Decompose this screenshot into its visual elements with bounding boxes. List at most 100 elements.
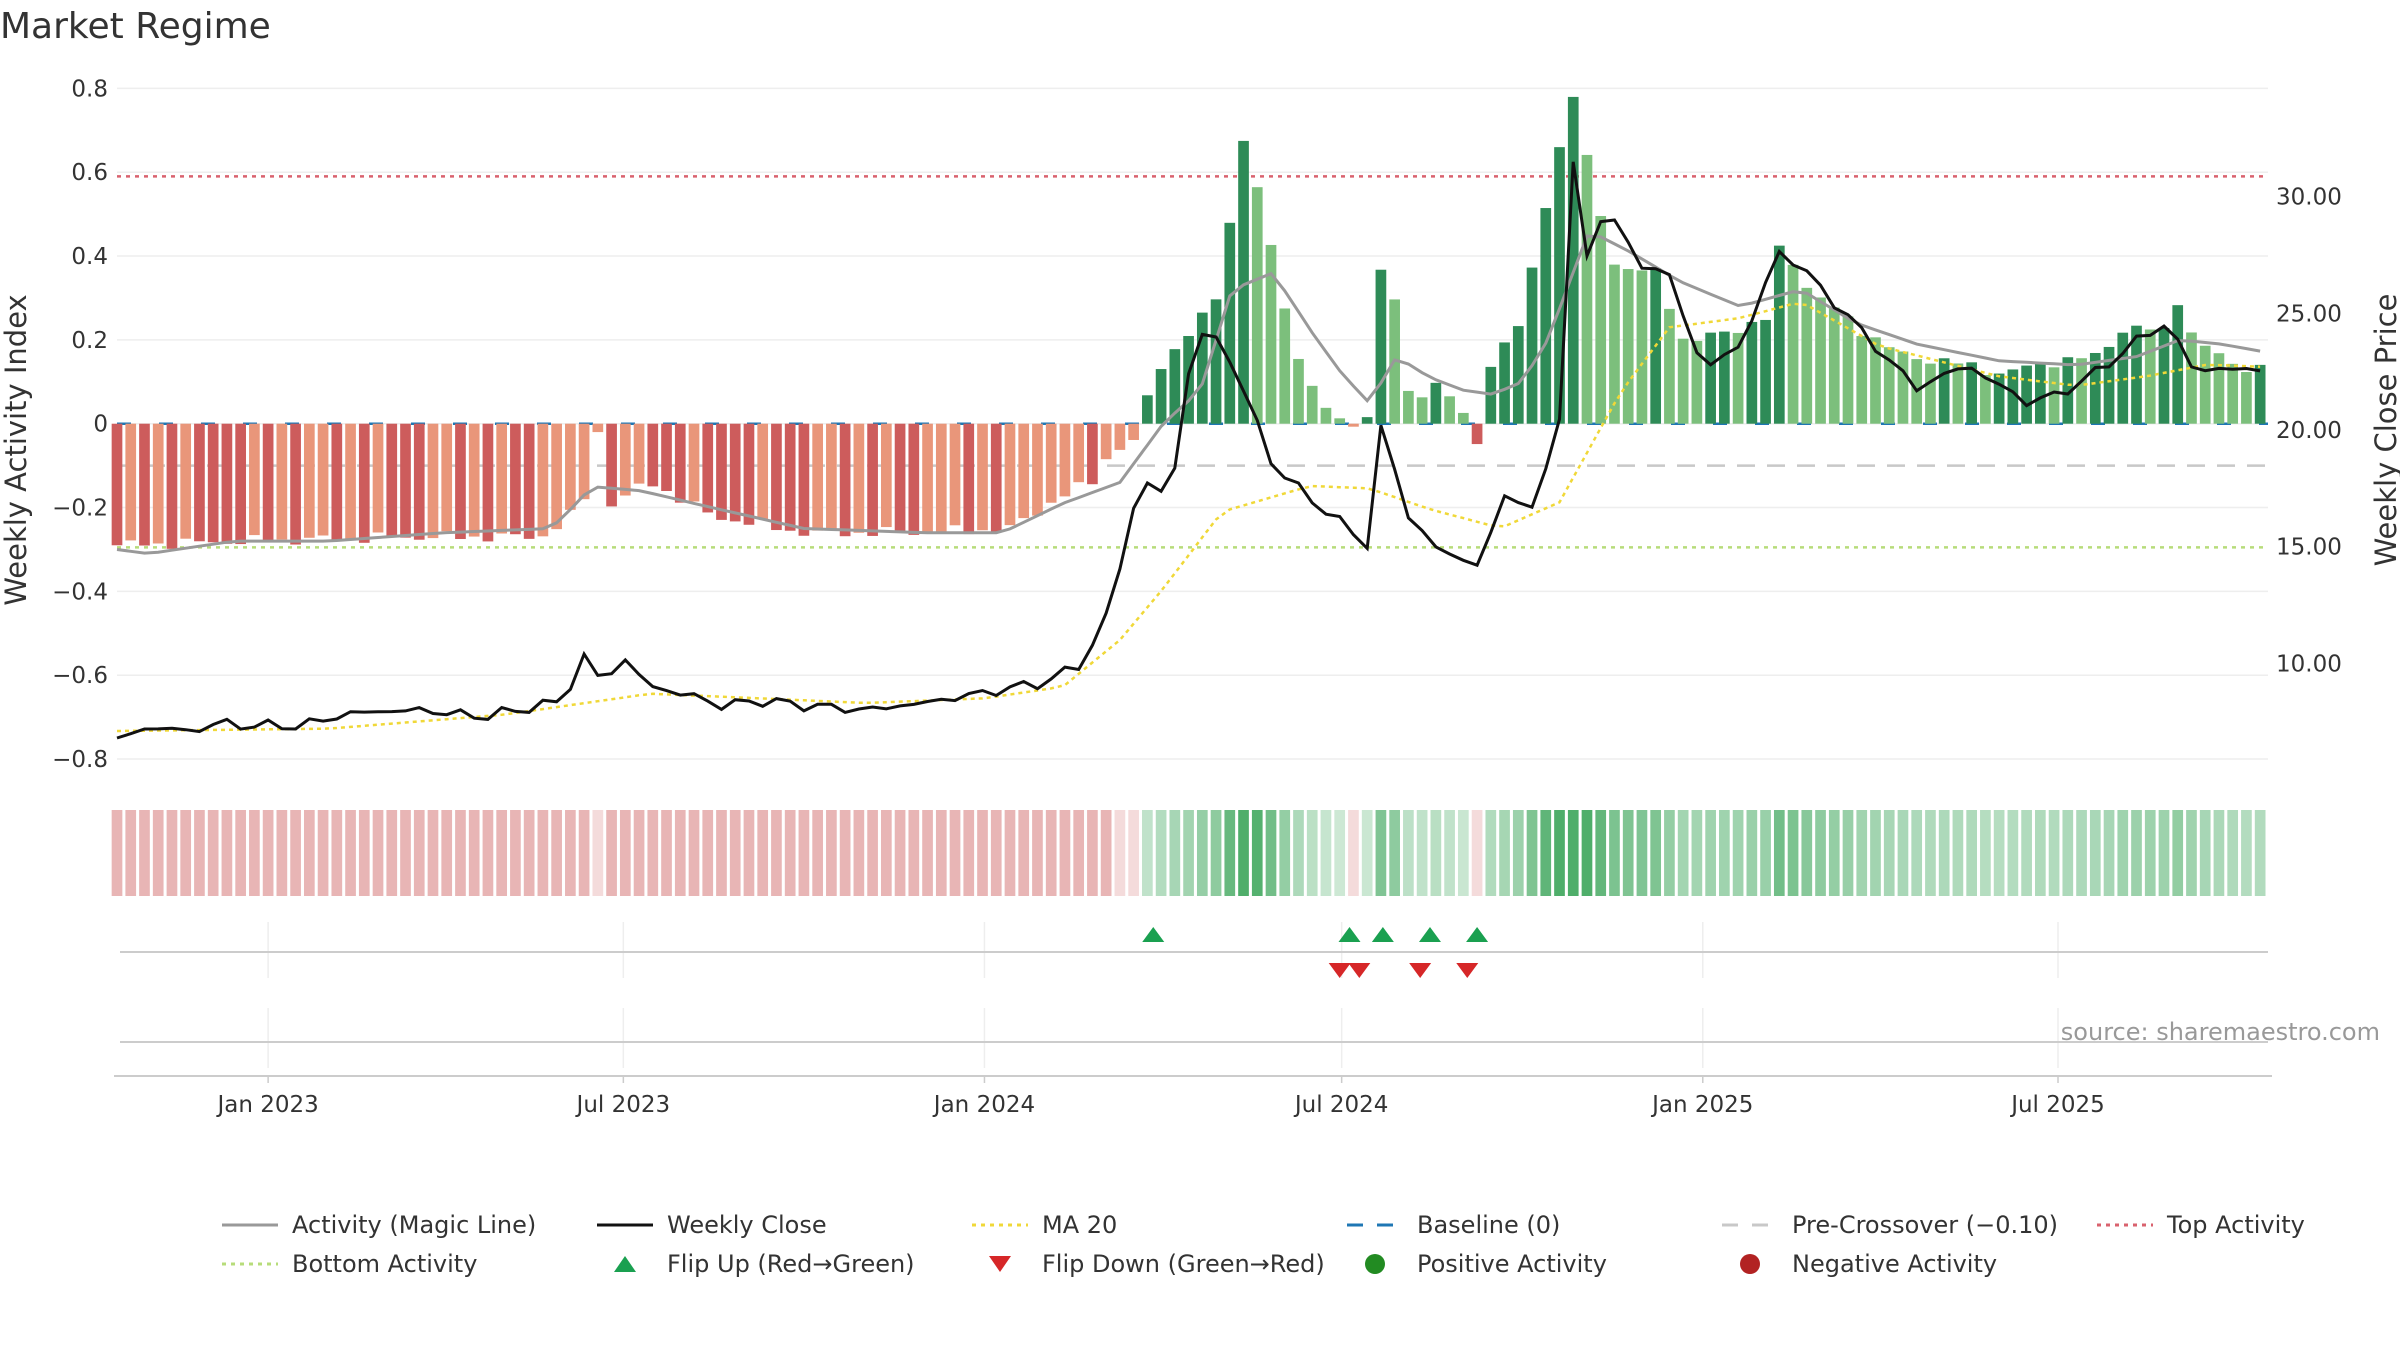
activity-bar	[1636, 270, 1648, 424]
activity-bar	[1100, 423, 1112, 460]
regime-cell	[1966, 810, 1977, 896]
regime-cell	[894, 810, 906, 896]
regime-cell	[2199, 810, 2211, 896]
weekly-close-line	[116, 161, 2261, 740]
regime-cell	[963, 810, 975, 896]
legend-item: Flip Down (Green→Red)	[989, 1250, 1325, 1278]
regime-cell	[1746, 810, 1758, 896]
regime-cell	[619, 810, 631, 896]
activity-bar	[908, 423, 920, 535]
activity-bar	[949, 423, 961, 526]
regime-cell	[482, 810, 494, 896]
regime-cell	[111, 810, 123, 896]
regime-cell	[1801, 810, 1813, 896]
flip-down-marker	[1456, 963, 1479, 978]
legend-swatch	[1365, 1254, 1385, 1274]
activity-bar	[523, 423, 535, 539]
activity-bar	[1980, 375, 1991, 424]
activity-bar	[427, 423, 439, 539]
regime-cell	[977, 810, 988, 896]
activity-bar	[496, 423, 508, 534]
regime-cell	[949, 810, 961, 896]
activity-bar	[166, 423, 178, 549]
flip-up-marker	[1338, 927, 1361, 942]
activity-bar	[1128, 423, 1139, 440]
regime-cell	[2007, 810, 2019, 896]
activity-bar	[1293, 358, 1304, 424]
regime-cell	[1828, 810, 1840, 896]
legend-label: MA 20	[1042, 1211, 1117, 1239]
regime-cell	[496, 810, 508, 896]
activity-bars	[111, 96, 2266, 549]
regime-cell	[1403, 810, 1414, 896]
regime-cell	[1155, 810, 1167, 896]
legend-label: Negative Activity	[1792, 1250, 1997, 1278]
activity-bar	[1499, 342, 1510, 424]
x-tick-label: Jan 2024	[932, 1092, 1035, 1118]
activity-bar	[1677, 338, 1689, 424]
legend-item: Negative Activity	[1740, 1250, 1997, 1278]
regime-cell	[935, 810, 947, 896]
regime-cell	[1870, 810, 1881, 896]
flip-down-marker	[1348, 963, 1371, 978]
chart-title: Market Regime	[0, 6, 271, 47]
regime-cell	[606, 810, 617, 896]
activity-bar	[152, 423, 164, 544]
regime-cell	[633, 810, 645, 896]
legend-label: Flip Up (Red→Green)	[667, 1250, 915, 1278]
activity-bar	[1155, 369, 1167, 424]
legend-item: Pre-Crossover (−0.10)	[1722, 1211, 2058, 1239]
activity-bar	[1512, 326, 1524, 424]
activity-bar	[551, 423, 562, 530]
regime-cell	[1059, 810, 1071, 896]
regime-cell	[1073, 810, 1085, 896]
regime-cell	[880, 810, 892, 896]
activity-bar	[1828, 307, 1840, 424]
regime-cell	[166, 810, 178, 896]
activity-bar	[990, 423, 1002, 533]
regime-cell	[235, 810, 246, 896]
regime-cell	[303, 810, 315, 896]
regime-cell	[1773, 810, 1785, 896]
regime-cell	[1485, 810, 1497, 896]
activity-bar	[1760, 319, 1771, 424]
regime-cell	[1210, 810, 1222, 896]
x-tick-label: Jul 2024	[1293, 1092, 1389, 1118]
flip-up-marker	[1466, 927, 1489, 942]
regime-cell	[441, 810, 453, 896]
regime-cell	[1224, 810, 1236, 896]
activity-bar	[1073, 423, 1085, 483]
activity-bar	[798, 423, 810, 536]
activity-bar	[400, 423, 411, 538]
activity-bar	[358, 423, 370, 543]
regime-cell	[1169, 810, 1181, 896]
activity-bar	[2199, 345, 2211, 424]
regime-cell	[1938, 810, 1950, 896]
activity-bar	[1306, 385, 1318, 424]
activity-bar	[1705, 332, 1716, 424]
regime-cell	[194, 810, 205, 896]
regime-cell	[152, 810, 164, 896]
activity-bar	[826, 423, 837, 529]
activity-bar	[1375, 269, 1387, 424]
activity-bar	[716, 423, 727, 520]
regime-cell	[798, 810, 810, 896]
activity-bar	[317, 423, 329, 536]
legend-item: Activity (Magic Line)	[222, 1211, 536, 1239]
activity-bar	[386, 423, 398, 538]
activity-bar	[1334, 418, 1346, 424]
activity-bar	[1938, 358, 1950, 424]
activity-bar	[1787, 264, 1799, 424]
grid-lines	[117, 87, 2268, 760]
regime-cell	[510, 810, 521, 896]
right-axis-ticks: 30.00 25.00 20.00 15.00 10.00	[2276, 185, 2342, 678]
regime-cell	[1595, 810, 1607, 896]
regime-cell	[2213, 810, 2225, 896]
regime-cell	[1512, 810, 1524, 896]
ma20-line	[116, 302, 2261, 733]
activity-bar	[180, 423, 192, 539]
regime-cell	[1389, 810, 1400, 896]
regime-cell	[1554, 810, 1565, 896]
regime-cell	[2158, 810, 2170, 896]
regime-cell	[1238, 810, 1249, 896]
